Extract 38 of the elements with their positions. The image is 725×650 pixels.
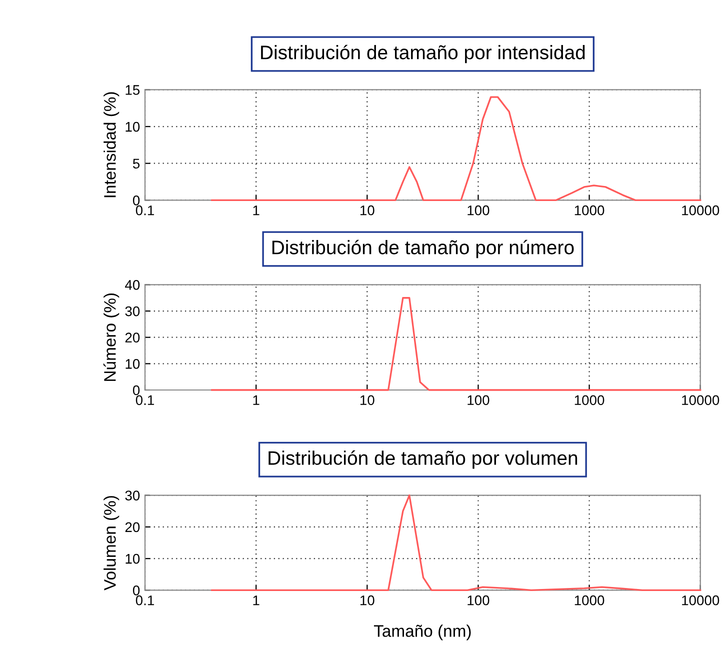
- y-tick-label: 20: [125, 522, 140, 532]
- y-tick-label: 30: [125, 306, 140, 316]
- y-tick-label: 0: [132, 196, 140, 206]
- y-tick-label: 40: [125, 280, 140, 290]
- y-axis-title: Número (%): [103, 293, 120, 381]
- x-tick-label: 1000: [574, 395, 604, 406]
- x-tick-label: 100: [468, 595, 490, 606]
- y-tick-label: 30: [125, 490, 140, 500]
- x-tick-label: 100: [468, 395, 490, 406]
- y-axis-title: Volumen (%): [104, 496, 120, 590]
- x-tick-label: 1: [253, 206, 260, 216]
- chart-title: Distribución de tamaño por número: [272, 240, 574, 258]
- x-tick-label: 10000: [682, 205, 720, 216]
- y-tick-label: 20: [125, 332, 140, 343]
- y-tick-label: 10: [126, 359, 140, 369]
- x-tick-label: 1: [253, 395, 260, 405]
- x-tick-label: 10: [360, 595, 374, 606]
- x-tick-label: 1000: [574, 595, 604, 606]
- x-tick-label: 0.1: [136, 205, 154, 216]
- x-tick-label: 0.1: [136, 595, 154, 606]
- x-tick-label: 10000: [682, 395, 720, 406]
- y-tick-label: 5: [132, 158, 140, 169]
- y-tick-label: 10: [126, 554, 140, 564]
- y-axis-title: Intensidad (%): [104, 92, 120, 198]
- x-tick-label: 10: [360, 205, 374, 216]
- x-tick-label: 0.1: [136, 395, 154, 406]
- y-tick-label: 10: [126, 122, 140, 132]
- x-tick-label: 1: [253, 596, 260, 606]
- y-tick-label: 0: [132, 586, 140, 596]
- x-tick-label: 10: [360, 395, 374, 406]
- y-tick-label: 0: [132, 385, 140, 396]
- y-tick-label: 15: [126, 85, 140, 95]
- x-tick-label: 1000: [574, 205, 604, 216]
- x-axis-title: Tamaño (nm): [374, 624, 471, 640]
- x-tick-label: 10000: [682, 595, 720, 606]
- x-tick-label: 100: [468, 205, 490, 216]
- chart-title: Distribución de tamaño por intensidad: [261, 44, 585, 64]
- chart-title: Distribución de tamaño por volumen: [268, 450, 578, 469]
